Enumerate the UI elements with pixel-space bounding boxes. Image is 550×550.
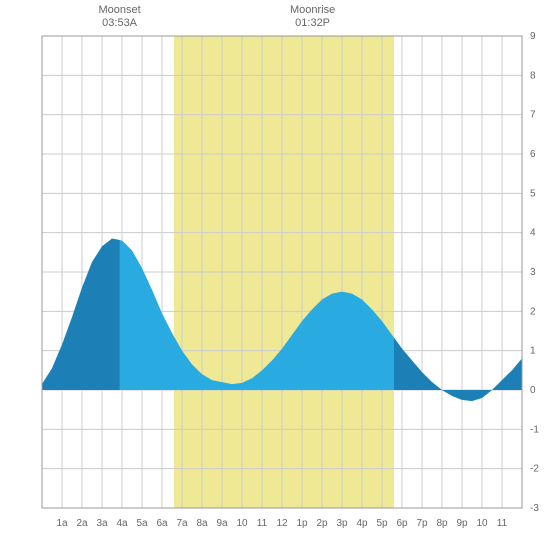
x-tick-label: 1p [296, 518, 308, 529]
chart-svg: -3-2-101234567891a2a3a4a5a6a7a8a9a101112… [0, 0, 550, 550]
x-tick-label: 3a [96, 518, 108, 529]
y-tick-label: 8 [530, 70, 536, 81]
moonrise-title: Moonrise [283, 4, 343, 17]
x-tick-label: 6a [156, 518, 168, 529]
y-tick-label: 9 [530, 31, 536, 42]
moonrise-label: Moonrise01:32P [283, 4, 343, 30]
y-tick-label: 2 [530, 306, 536, 317]
y-tick-label: 1 [530, 346, 536, 357]
moonset-time: 03:53A [90, 17, 150, 30]
x-tick-label: 5p [376, 518, 388, 529]
x-tick-label: 2p [316, 518, 328, 529]
y-tick-label: 7 [530, 110, 536, 121]
x-tick-label: 6p [396, 518, 408, 529]
x-tick-label: 11 [497, 518, 508, 529]
x-tick-label: 9a [216, 518, 228, 529]
x-tick-label: 9p [456, 518, 468, 529]
y-tick-label: 3 [530, 267, 536, 278]
y-tick-label: -2 [530, 464, 539, 475]
x-tick-label: 10 [236, 518, 248, 529]
x-tick-label: 10 [476, 518, 488, 529]
x-tick-label: 12 [276, 518, 288, 529]
x-tick-label: 3p [336, 518, 348, 529]
y-tick-label: 0 [530, 385, 536, 396]
moonset-label: Moonset03:53A [90, 4, 150, 30]
y-tick-label: 4 [530, 228, 536, 239]
y-tick-label: 5 [530, 188, 536, 199]
moonset-title: Moonset [90, 4, 150, 17]
x-tick-label: 1a [56, 518, 68, 529]
y-tick-label: -3 [530, 503, 539, 514]
y-tick-label: 6 [530, 149, 536, 160]
moonrise-time: 01:32P [283, 17, 343, 30]
y-tick-label: -1 [530, 424, 539, 435]
x-tick-label: 7a [176, 518, 188, 529]
x-tick-label: 8a [196, 518, 208, 529]
x-tick-label: 11 [257, 518, 268, 529]
x-tick-label: 7p [416, 518, 428, 529]
x-tick-label: 5a [136, 518, 148, 529]
x-tick-label: 4a [116, 518, 128, 529]
x-tick-label: 2a [76, 518, 88, 529]
x-tick-label: 8p [436, 518, 448, 529]
tide-chart: -3-2-101234567891a2a3a4a5a6a7a8a9a101112… [0, 0, 550, 550]
x-tick-label: 4p [356, 518, 368, 529]
